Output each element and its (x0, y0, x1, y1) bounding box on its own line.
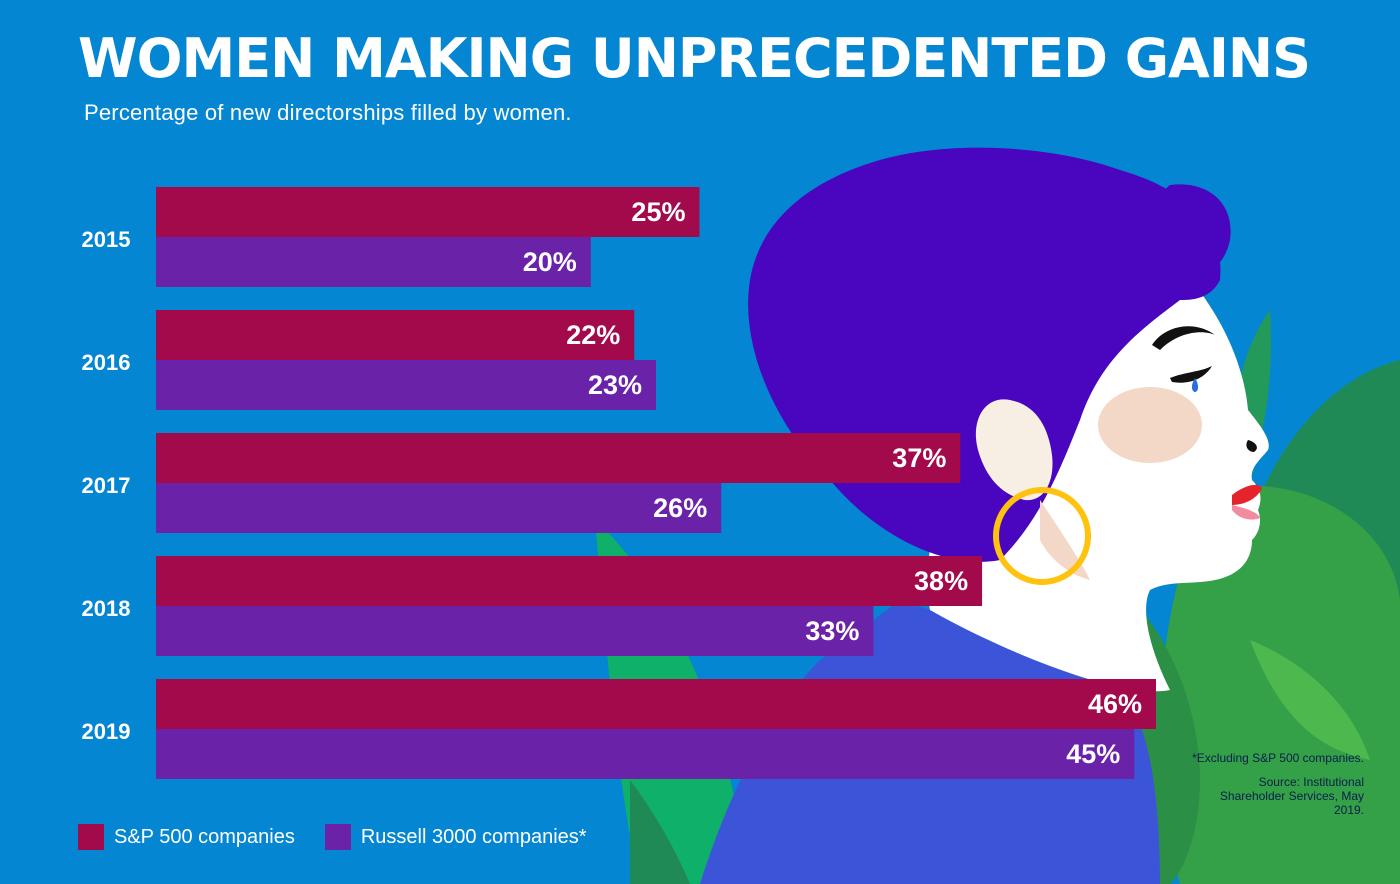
neck-shadow-shape (1040, 500, 1090, 580)
data-label-sp500-2019: 46% (1088, 689, 1142, 719)
exclusion-note: *Excluding S&P 500 companies. (1192, 751, 1364, 765)
bar-russell-2018 (156, 606, 874, 656)
data-label-russell-2017: 26% (653, 493, 707, 523)
legend-label-russell: Russell 3000 companies* (360, 825, 587, 848)
face-shape (927, 285, 1269, 692)
data-label-russell-2016: 23% (588, 370, 642, 400)
category-label-2016: 2016 (82, 350, 131, 375)
lips-shape (1232, 484, 1262, 505)
leaf-shape (630, 780, 690, 884)
bar-sp500-2016 (156, 310, 635, 360)
legend-swatch-sp500 (78, 824, 104, 850)
data-label-sp500-2018: 38% (914, 566, 968, 596)
cheek-shape (1098, 387, 1202, 463)
bar-sp500-2017 (156, 433, 961, 483)
category-label-2018: 2018 (82, 596, 131, 621)
hair-bun-shape (1153, 184, 1231, 280)
legend-swatch-russell (324, 824, 351, 850)
data-label-sp500-2015: 25% (631, 197, 685, 227)
ear-shape (975, 399, 1053, 501)
bar-sp500-2015 (156, 187, 700, 237)
bar-sp500-2019 (156, 679, 1156, 729)
data-label-russell-2019: 45% (1066, 739, 1120, 769)
eyebrow-shape (1152, 326, 1215, 350)
legend-label-sp500: S&P 500 companies (114, 825, 295, 848)
data-label-russell-2015: 20% (523, 247, 577, 277)
bar-russell-2015 (156, 237, 591, 287)
eye-tear-shape (1191, 378, 1199, 392)
data-label-sp500-2016: 22% (566, 320, 620, 350)
data-label-sp500-2017: 37% (892, 443, 946, 473)
chart-legend: S&P 500 companies Russell 3000 companies… (78, 824, 617, 850)
bar-sp500-2018 (156, 556, 983, 606)
bar-russell-2017 (156, 483, 722, 533)
category-label-2017: 2017 (82, 473, 131, 498)
chart-title: WOMEN MAKING UNPRECEDENTED GAINS (78, 27, 1311, 90)
chart-subtitle: Percentage of new directorships filled b… (84, 100, 572, 125)
data-label-russell-2018: 33% (805, 616, 859, 646)
source-note: Source: Institutional Shareholder Servic… (1219, 775, 1364, 817)
bar-russell-2016 (156, 360, 656, 410)
category-label-2015: 2015 (82, 227, 131, 252)
bar-russell-2019 (156, 729, 1135, 779)
legend-item-sp500: S&P 500 companies (78, 824, 295, 850)
earring-shape (993, 487, 1091, 585)
category-label-2019: 2019 (82, 719, 131, 744)
nostril-shape (1246, 440, 1257, 452)
lips-lower-shape (1232, 505, 1260, 520)
legend-item-russell: Russell 3000 companies* (324, 824, 587, 850)
eye-shape (1170, 366, 1212, 383)
leaf-shape (1250, 640, 1370, 760)
